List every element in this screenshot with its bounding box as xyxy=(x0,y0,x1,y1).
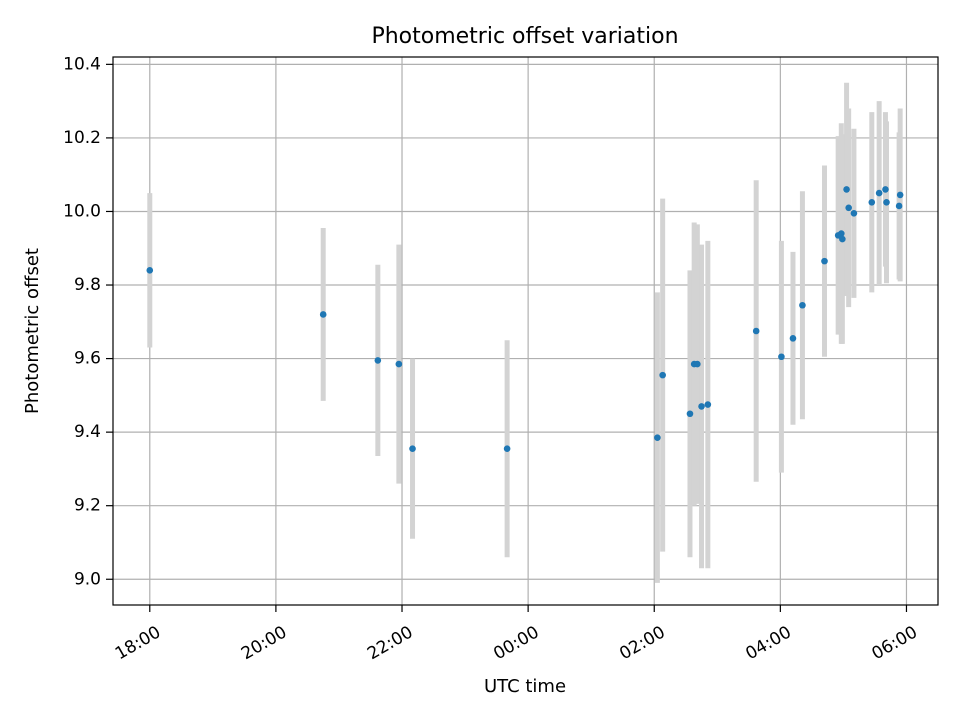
plot-frame xyxy=(112,56,939,606)
y-axis: 9.0 9.2 9.4 9.6 9.8 10.0 10.2 10.4 xyxy=(63,54,113,589)
data-point xyxy=(694,360,701,368)
data-point xyxy=(843,186,850,193)
data-point xyxy=(778,353,785,361)
y-tick-label: 9.0 xyxy=(74,569,101,589)
data-point xyxy=(883,198,890,206)
data-point xyxy=(839,235,846,243)
data-points xyxy=(146,186,904,452)
data-point xyxy=(374,357,382,364)
data-point xyxy=(845,204,852,212)
chart-title: Photometric offset variation xyxy=(371,24,678,49)
y-tick-label: 10.4 xyxy=(63,54,101,74)
data-point xyxy=(838,230,845,237)
data-point xyxy=(659,371,666,379)
data-point xyxy=(698,403,705,410)
data-point xyxy=(409,445,416,452)
data-point xyxy=(395,360,403,368)
y-tick-label: 9.8 xyxy=(74,275,101,295)
y-tick-label: 10.0 xyxy=(63,201,101,221)
data-point xyxy=(821,257,828,265)
plot-area xyxy=(113,57,938,605)
y-tick-label: 9.4 xyxy=(74,422,101,442)
data-point xyxy=(146,267,154,274)
data-point xyxy=(895,202,903,210)
data-point xyxy=(503,445,511,452)
data-point xyxy=(752,327,760,335)
data-point xyxy=(850,210,858,217)
y-axis-label: Photometric offset xyxy=(22,248,43,414)
data-point xyxy=(704,401,712,408)
x-axis-label: UTC time xyxy=(484,676,566,697)
y-tick-label: 9.6 xyxy=(74,349,101,369)
y-tick-label: 9.2 xyxy=(74,496,101,516)
data-point xyxy=(319,311,327,318)
data-point xyxy=(789,335,797,342)
data-point xyxy=(799,301,806,309)
data-point xyxy=(882,186,889,193)
y-tick-label: 10.2 xyxy=(63,128,101,148)
data-point xyxy=(896,191,904,199)
data-point xyxy=(868,198,876,206)
data-point xyxy=(875,189,883,197)
data-point xyxy=(686,410,694,418)
data-point xyxy=(654,434,661,441)
